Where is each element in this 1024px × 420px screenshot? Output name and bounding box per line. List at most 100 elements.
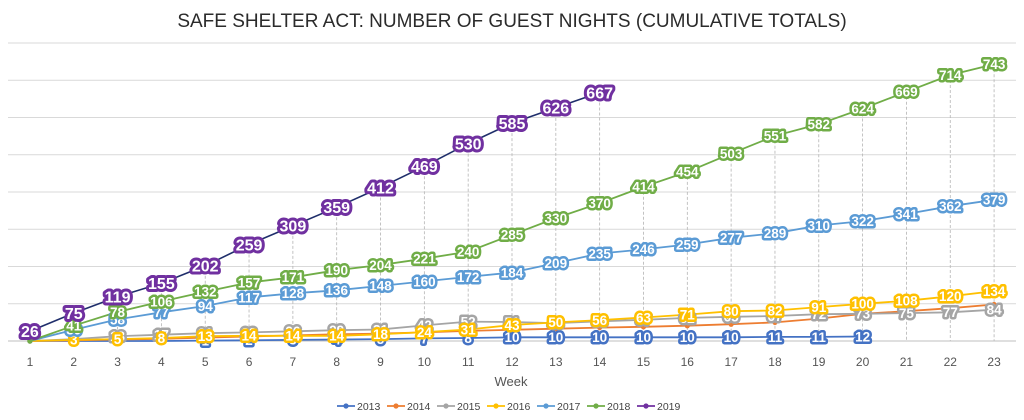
- data-point-2018: [202, 289, 208, 295]
- data-label-2018: 78: [110, 305, 126, 320]
- legend-label: 2018: [607, 401, 631, 413]
- data-point-2017: [903, 211, 910, 217]
- data-label-2018: 370: [588, 196, 611, 211]
- data-point-2014: [772, 319, 778, 325]
- data-point-2018: [334, 267, 340, 273]
- data-label-2013: 5: [377, 332, 385, 347]
- data-label-2015: 72: [811, 307, 826, 322]
- data-point-2016: [158, 335, 164, 341]
- data-point-2015: [421, 322, 427, 328]
- data-point-2018: [728, 151, 734, 157]
- data-point-2013: [421, 335, 427, 341]
- data-point-2016: [334, 333, 340, 339]
- data-point-2019: [71, 310, 77, 316]
- data-label-2018: 414: [632, 180, 655, 195]
- data-point-2016: [991, 288, 997, 294]
- data-point-2018: [114, 309, 121, 315]
- data-label-2016: 82: [767, 303, 782, 318]
- data-label-2016: 50: [548, 315, 563, 330]
- data-point-2018: [947, 72, 953, 78]
- data-label-2017: 379: [983, 193, 1006, 208]
- data-label-2017: 94: [198, 299, 214, 314]
- legend-item-2019: 2019: [637, 401, 681, 413]
- legend-marker: [393, 403, 399, 409]
- legend-marker: [443, 403, 449, 409]
- data-point-2016: [728, 308, 734, 314]
- data-point-2013: [553, 334, 559, 340]
- data-label-2019: 530: [455, 136, 482, 153]
- data-point-2016: [640, 314, 647, 321]
- data-point-2018: [377, 262, 384, 268]
- data-label-2019: 259: [236, 237, 263, 254]
- data-label-2019: 75: [65, 306, 83, 323]
- data-point-2016: [71, 337, 77, 343]
- data-label-2017: 172: [457, 270, 480, 285]
- data-label-2013: 4: [333, 332, 341, 347]
- data-label-2016: 108: [895, 294, 918, 309]
- data-label-2016: 100: [851, 297, 874, 312]
- data-point-2019: [246, 241, 252, 248]
- data-point-2013: [377, 336, 384, 342]
- data-point-2016: [509, 322, 515, 328]
- legend-marker: [643, 403, 649, 409]
- legend-marker: [493, 403, 499, 409]
- data-label-2013: 10: [680, 330, 695, 345]
- data-point-2014: [597, 324, 603, 331]
- data-label-2015: 62: [680, 311, 695, 326]
- data-point-2013: [816, 334, 822, 340]
- data-label-2016: 24: [417, 325, 433, 340]
- data-point-2016: [246, 333, 252, 339]
- data-label-2016: 14: [329, 329, 345, 344]
- data-label-2019: 469: [411, 159, 438, 176]
- data-label-2017: 289: [764, 226, 787, 241]
- x-tick-label: 8: [333, 355, 340, 369]
- data-point-2019: [114, 294, 121, 300]
- data-point-2013: [860, 333, 866, 340]
- data-point-2013: [246, 337, 252, 343]
- data-label-2018: 454: [676, 165, 699, 180]
- x-tick-label: 14: [593, 355, 607, 369]
- data-label-2016: 91: [811, 300, 827, 315]
- data-point-2016: [465, 326, 471, 333]
- data-label-2018: 132: [194, 285, 217, 300]
- data-label-2016: 71: [680, 307, 696, 322]
- data-label-2019: 626: [542, 101, 569, 118]
- data-point-2018: [816, 121, 822, 127]
- data-label-2017: 117: [238, 290, 260, 305]
- data-label-2016: 14: [242, 329, 258, 344]
- chart-title: SAFE SHELTER ACT: NUMBER OF GUEST NIGHTS…: [177, 11, 846, 32]
- data-label-2017: 259: [676, 237, 699, 252]
- data-label-2015: 65: [724, 310, 740, 325]
- x-tick-label: 12: [505, 355, 519, 369]
- data-point-2014: [640, 324, 647, 330]
- data-label-2013: 1: [201, 333, 209, 348]
- data-label-2015: 53: [592, 314, 608, 329]
- data-point-2016: [903, 298, 910, 304]
- data-label-2018: 330: [545, 211, 568, 226]
- data-label-2016: 120: [939, 289, 962, 304]
- data-point-2019: [553, 105, 559, 111]
- data-label-2019: 359: [323, 200, 350, 217]
- data-point-2013: [597, 334, 603, 340]
- data-label-2018: 285: [501, 228, 524, 243]
- data-label-2016: 14: [285, 329, 301, 344]
- data-point-2017: [947, 203, 953, 209]
- legend-label: 2017: [557, 401, 581, 413]
- x-tick-label: 2: [70, 355, 77, 369]
- data-point-2017: [991, 197, 997, 203]
- data-point-2016: [290, 333, 296, 339]
- data-point-2016: [421, 329, 427, 335]
- data-label-2013: 12: [855, 329, 870, 344]
- data-point-2018: [158, 298, 164, 305]
- legend-item-2014: 2014: [387, 401, 431, 413]
- data-point-2017: [860, 218, 866, 224]
- data-point-2017: [597, 250, 603, 257]
- data-point-2018: [290, 274, 296, 280]
- data-point-2015: [772, 313, 778, 319]
- data-point-2015: [947, 309, 953, 315]
- series-line-2013: [29, 335, 863, 342]
- data-label-2019: 585: [499, 116, 526, 133]
- legend-item-2016: 2016: [487, 401, 531, 413]
- data-point-2013: [509, 334, 515, 340]
- data-point-2018: [772, 133, 778, 139]
